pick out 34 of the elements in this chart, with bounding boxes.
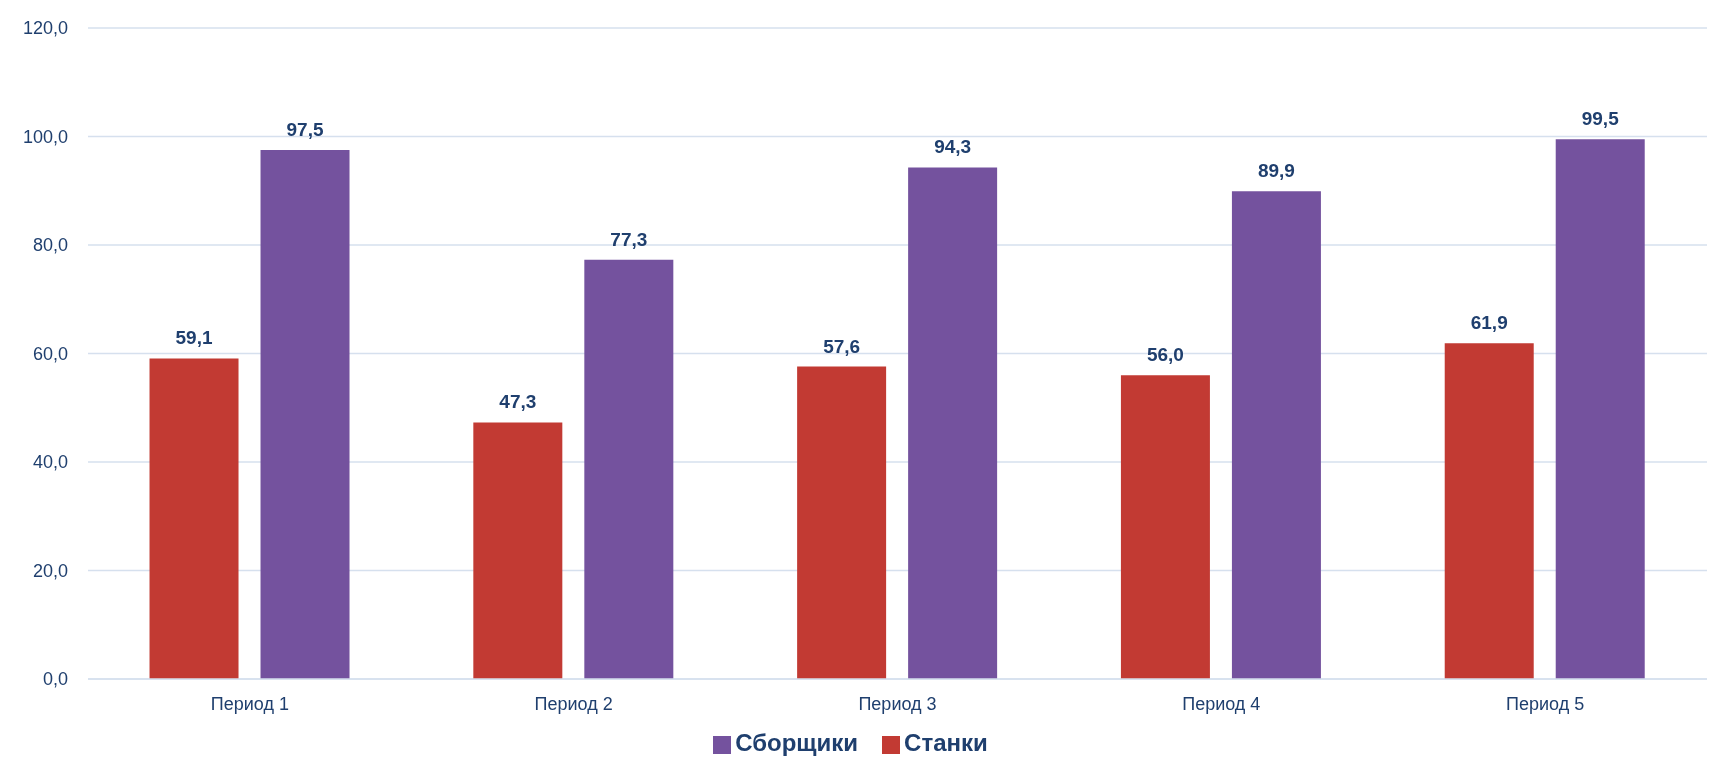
legend-label: Сборщики	[735, 729, 859, 756]
bar	[1120, 375, 1210, 679]
x-tick-label: Период 5	[1506, 693, 1585, 714]
y-tick-label: 0,0	[42, 669, 68, 690]
bar	[797, 366, 887, 679]
x-tick-label: Период 3	[858, 693, 937, 714]
x-tick-label: Период 2	[534, 693, 613, 714]
y-tick-label: 100,0	[22, 126, 68, 147]
bar	[260, 150, 350, 679]
bar	[1231, 191, 1321, 679]
data-label: 61,9	[1470, 312, 1508, 334]
x-tick-label: Период 4	[1182, 693, 1261, 714]
y-tick-label: 80,0	[32, 235, 68, 256]
legend-label: Станки	[904, 729, 988, 756]
bar	[584, 259, 674, 679]
x-tick-label: Период 1	[210, 693, 289, 714]
data-label: 99,5	[1581, 108, 1620, 130]
y-tick-label: 60,0	[32, 343, 68, 364]
data-label: 94,3	[934, 136, 972, 158]
bar	[149, 358, 239, 679]
data-label: 56,0	[1146, 344, 1184, 366]
y-tick-label: 120,0	[22, 18, 68, 39]
y-tick-label: 20,0	[32, 560, 68, 581]
bar	[1444, 343, 1534, 679]
data-label: 59,1	[175, 327, 213, 349]
data-label: 57,6	[823, 335, 861, 357]
bar	[908, 167, 998, 679]
data-label: 89,9	[1257, 160, 1295, 182]
y-tick-label: 40,0	[32, 452, 68, 473]
bar	[473, 422, 563, 679]
data-label: 47,3	[499, 391, 537, 413]
data-label: 97,5	[286, 119, 324, 141]
data-label: 77,3	[610, 228, 648, 250]
bar	[1555, 139, 1645, 679]
